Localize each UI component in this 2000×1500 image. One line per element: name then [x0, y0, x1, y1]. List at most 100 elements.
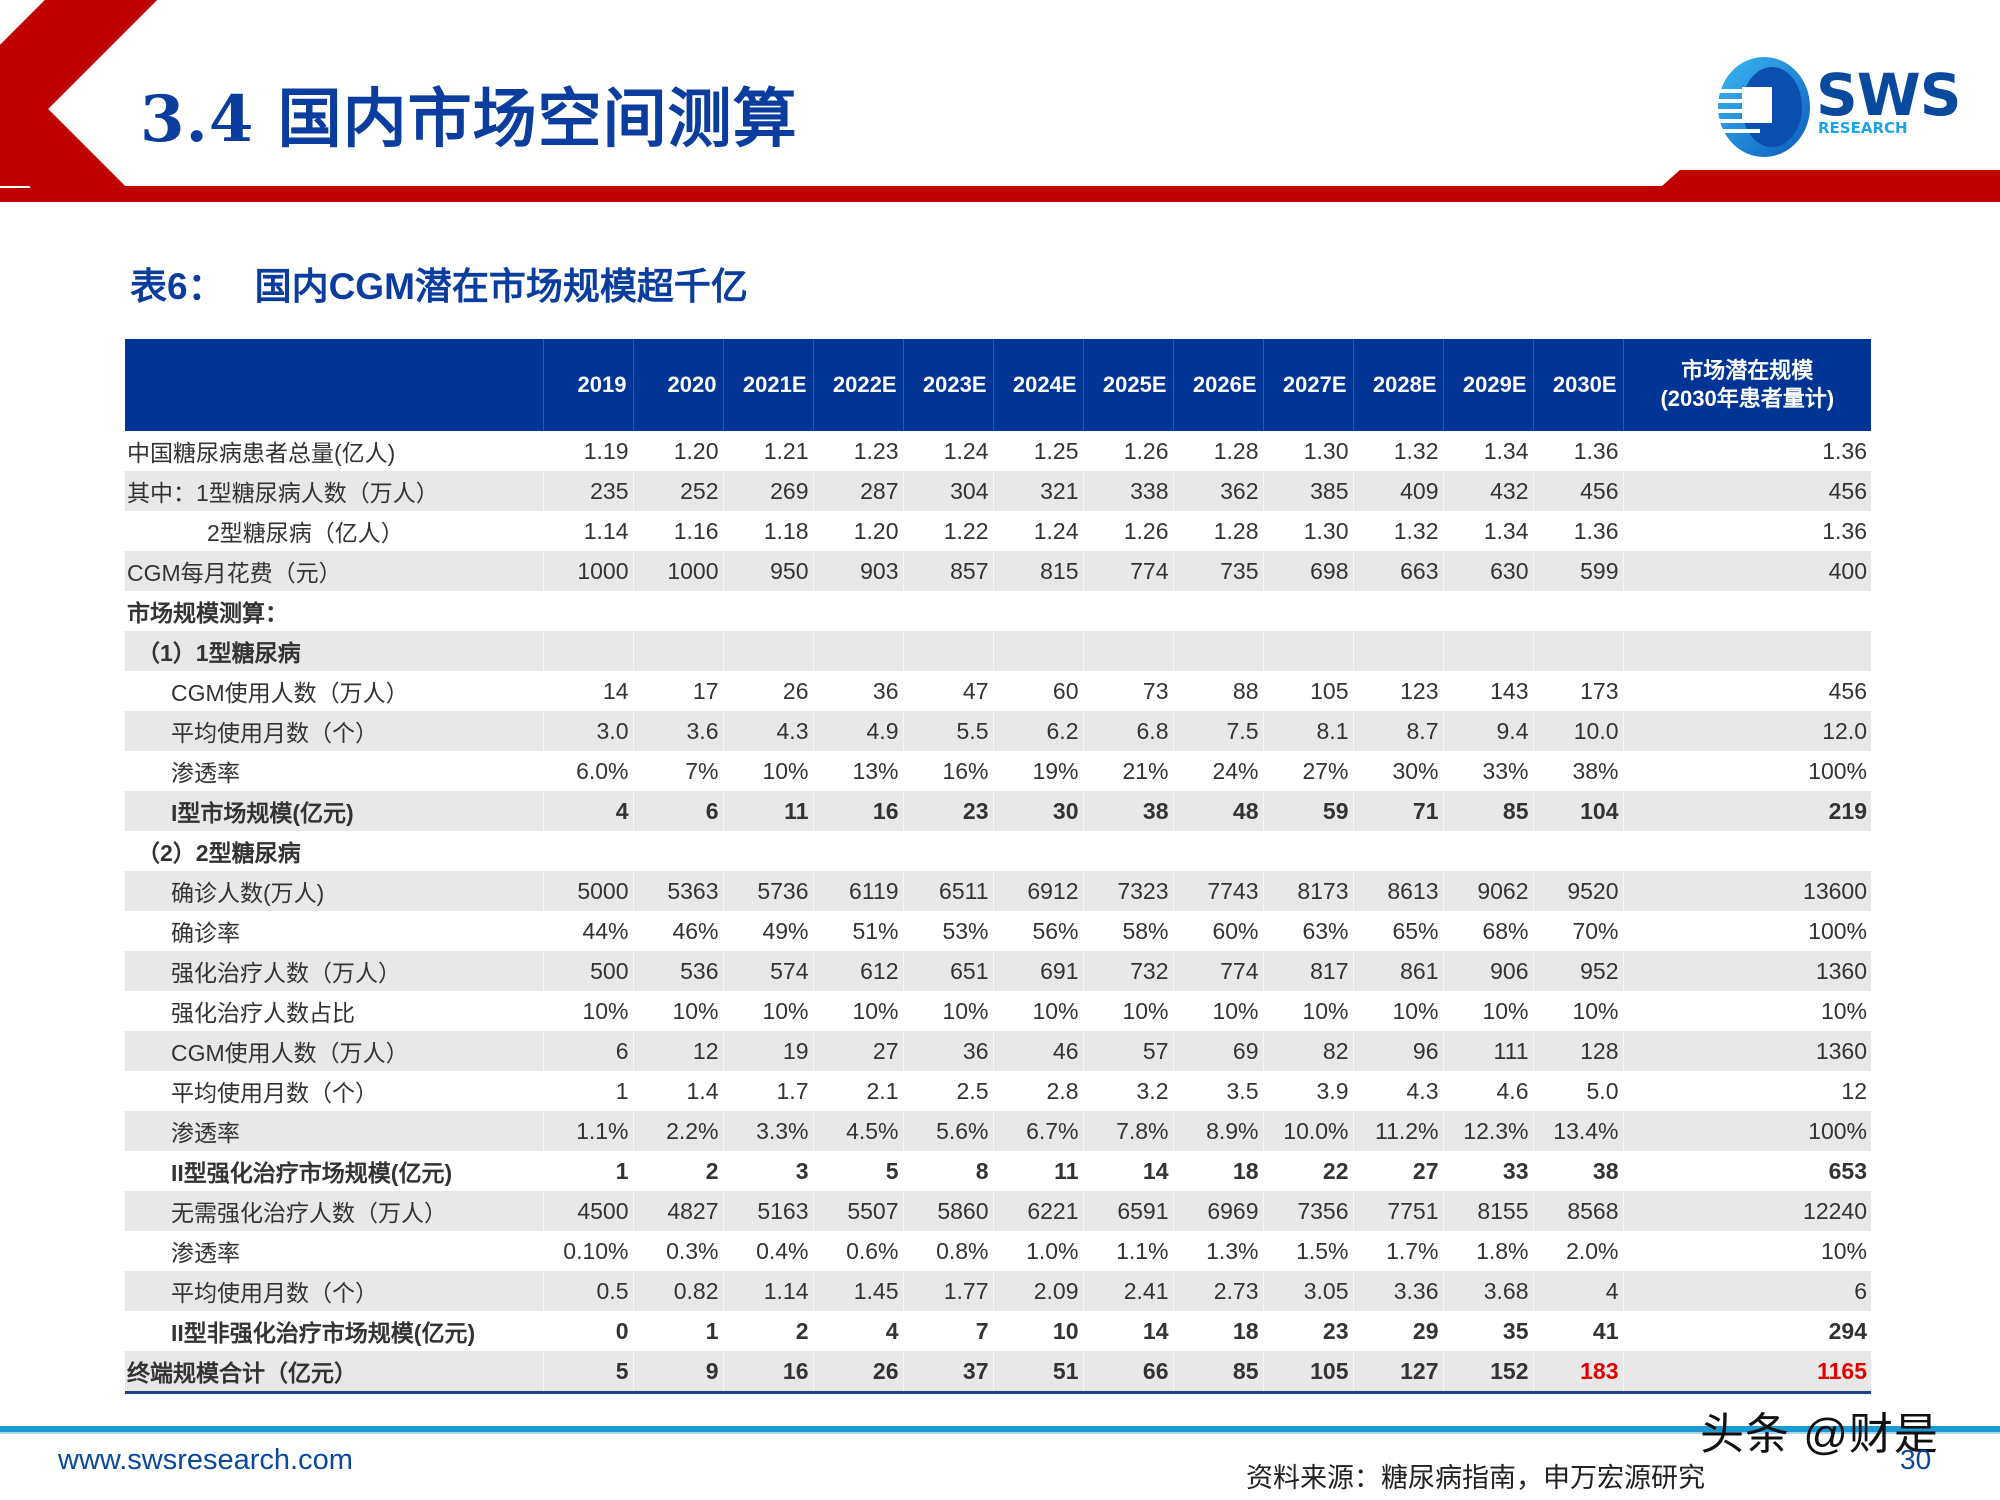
cell-value: 321: [992, 471, 1083, 511]
cell-value: 58%: [1082, 911, 1173, 951]
cell-value: 774: [1172, 951, 1263, 991]
cell-potential: 12240: [1622, 1191, 1871, 1231]
cell-value: 26: [722, 671, 813, 711]
cell-value: [1352, 831, 1443, 871]
cell-value: 8.9%: [1172, 1111, 1263, 1151]
cell-value: 0: [542, 1311, 633, 1351]
cell-value: 3.68: [1442, 1271, 1533, 1311]
cell-value: 574: [722, 951, 813, 991]
cell-value: 456: [1532, 471, 1623, 511]
cell-value: 36: [812, 671, 903, 711]
cell-value: 7751: [1352, 1191, 1443, 1231]
cell-value: 4: [1532, 1271, 1623, 1311]
cell-value: 2.2%: [632, 1111, 723, 1151]
cell-value: 6511: [902, 871, 993, 911]
cell-value: 4500: [542, 1191, 633, 1231]
cell-potential: 13600: [1622, 871, 1871, 911]
row-label: 确诊人数(万人): [125, 871, 543, 911]
cell-value: 0.5: [542, 1271, 633, 1311]
cell-value: [722, 631, 813, 671]
cell-value: 5860: [902, 1191, 993, 1231]
cell-value: 10.0: [1532, 711, 1623, 751]
cell-value: 10%: [1532, 991, 1623, 1031]
cell-value: [1532, 631, 1623, 671]
cell-value: 60%: [1172, 911, 1263, 951]
cell-value: 26: [812, 1351, 903, 1394]
row-label: 2型糖尿病（亿人）: [207, 520, 404, 546]
header-year: 2028E: [1352, 339, 1443, 431]
table-caption-text: 国内CGM潜在市场规模超千亿: [254, 266, 748, 307]
cell-value: 815: [992, 551, 1083, 591]
cell-value: 10%: [1082, 991, 1173, 1031]
table-row: 平均使用月数（个） 0.5 0.82 1.14 1.45 1.77 2.09 2.41 2.73…: [125, 1271, 1871, 1311]
cell-value: 73: [1082, 671, 1173, 711]
cell-potential: 294: [1622, 1311, 1871, 1351]
cell-value: 10%: [722, 751, 813, 791]
cell-value: 10%: [542, 991, 633, 1031]
cell-value: 5.0: [1532, 1071, 1623, 1111]
cell-value: 57: [1082, 1031, 1173, 1071]
row-label: 平均使用月数（个）: [125, 1271, 543, 1311]
cell-value: 105: [1262, 1351, 1353, 1394]
cell-value: 269: [722, 471, 813, 511]
cell-value: [722, 591, 813, 631]
cell-value: 774: [1082, 551, 1173, 591]
cell-value: 1.34: [1442, 431, 1533, 471]
cell-value: 1.26: [1082, 511, 1173, 551]
table-row: II型非强化治疗市场规模(亿元) 0 1 2 4 7 10 14 18 23 29 35 41 294: [125, 1311, 1871, 1351]
cell-value: 29: [1352, 1311, 1443, 1351]
cell-value: 22: [1262, 1151, 1353, 1191]
cell-value: 71: [1352, 791, 1443, 831]
cell-value: 6969: [1172, 1191, 1263, 1231]
cell-value: 6591: [1082, 1191, 1173, 1231]
cell-value: 1.14: [542, 511, 633, 551]
footer-website-link[interactable]: www.swsresearch.com: [58, 1444, 353, 1476]
cell-potential: 6: [1622, 1271, 1871, 1311]
cell-value: 152: [1442, 1351, 1533, 1394]
cell-value: [812, 631, 903, 671]
cell-value: [1172, 631, 1263, 671]
header-market-potential-line2: (2030年患者量计): [1660, 386, 1835, 411]
cell-value: 338: [1082, 471, 1173, 511]
cell-value: 41: [1532, 1311, 1623, 1351]
cell-value: 3.2: [1082, 1071, 1173, 1111]
cell-value: 663: [1352, 551, 1443, 591]
cell-value: 1.77: [902, 1271, 993, 1311]
cell-value: 2.41: [1082, 1271, 1173, 1311]
sws-research-logo: SWS RESEARCH: [1712, 55, 1962, 165]
cell-value: 27: [812, 1031, 903, 1071]
cell-value: 11.2%: [1352, 1111, 1443, 1151]
cell-value: 4.5%: [812, 1111, 903, 1151]
table-row: CGM使用人数（万人） 6 12 19 27 36 46 57 69 82 96 111 128 1360: [125, 1031, 1871, 1071]
table-row: 终端规模合计（亿元） 5 9 16 26 37 51 66 85 105 127 152 183 1165: [125, 1351, 1871, 1394]
footer-source-note: 资料来源：糖尿病指南，申万宏源研究: [1246, 1463, 1705, 1493]
cell-value: [992, 831, 1083, 871]
cell-value: [1262, 591, 1353, 631]
table-row: CGM使用人数（万人） 14 17 26 36 47 60 73 88 105 123 143 173 4…: [125, 671, 1871, 711]
cell-value: 7743: [1172, 871, 1263, 911]
cell-value: 53%: [902, 911, 993, 951]
table-row: 平均使用月数（个） 1 1.4 1.7 2.1 2.5 2.8 3.2 3.5 3.9 4.3 4.6…: [125, 1071, 1871, 1111]
cell-value: [632, 591, 723, 631]
table-row: 强化治疗人数（万人） 500 536 574 612 651 691 732 774 817 861…: [125, 951, 1871, 991]
cell-value: [902, 831, 993, 871]
cell-value: 18: [1172, 1151, 1263, 1191]
cell-value: 82: [1262, 1031, 1353, 1071]
watermark: 头条 @财是: [1700, 1410, 1939, 1459]
cell-value: 16: [722, 1351, 813, 1394]
cell-value: 0.8%: [902, 1231, 993, 1271]
cell-value: [992, 631, 1083, 671]
header-year: 2020: [632, 339, 723, 431]
cell-potential: 100%: [1622, 1111, 1871, 1151]
cell-value: 38: [1082, 791, 1173, 831]
cell-value: 235: [542, 471, 633, 511]
cell-value: 69: [1172, 1031, 1263, 1071]
cell-value: 4827: [632, 1191, 723, 1231]
cell-value: 35: [1442, 1311, 1533, 1351]
cell-value: 46: [992, 1031, 1083, 1071]
cell-value: 65%: [1352, 911, 1443, 951]
cell-value: [1082, 631, 1173, 671]
cell-value: 48: [1172, 791, 1263, 831]
cell-value: 6912: [992, 871, 1083, 911]
cell-value: 6221: [992, 1191, 1083, 1231]
